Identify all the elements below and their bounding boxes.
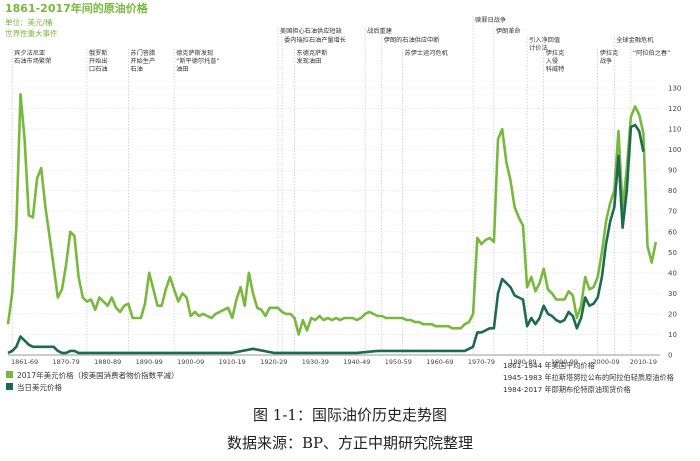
event-label: 石油市场繁荣 (14, 57, 51, 65)
y-tick-label: 120 (668, 105, 681, 113)
event-label: 全球金融危机 (616, 36, 654, 44)
event-label: 伊朗革命 (496, 27, 521, 35)
y-tick-label: 40 (668, 269, 677, 277)
note-2: 1945-1983 年拉斯塔努拉公布的阿拉伯轻质原油价格 (503, 373, 675, 382)
x-axis: 1861-69 1870-79 1880-89 1890-99 1900-09 1910-… (8, 354, 660, 366)
event-label: “斯平德尔托普” (176, 57, 220, 65)
event-label: 德克萨斯发现 (176, 49, 213, 57)
series-layer (6, 92, 658, 355)
y-tick-label: 110 (668, 126, 681, 134)
chart-unit-label: 单位：美元/桶 (5, 17, 53, 27)
event-label: 开始出 (89, 57, 108, 65)
y-axis: 0 10 20 30 40 50 60 70 80 90 100 110 120 130 (668, 85, 681, 360)
note-3: 1984-2017 年即期布伦特原油现货价格 (503, 385, 632, 394)
legend: 2017年美元价格（按美国消费者物价指数平减） 当日美元价格 (6, 370, 179, 392)
chart-title: 1861-2017年间的原油价格 (5, 1, 149, 15)
series-line-nominal-price (7, 123, 645, 355)
figure-source: 数据来源：BP、方正中期研究院整理 (226, 434, 474, 452)
y-tick-label: 60 (668, 228, 677, 236)
x-tick-label: 1910-19 (219, 358, 246, 366)
event-label: 口石油 (89, 65, 108, 73)
event-label: 入侵 (546, 57, 558, 65)
x-tick-label: 1880-89 (94, 358, 121, 366)
note-1: 1861-1944 年美国平均价格 (503, 361, 596, 370)
event-label: 战争 (600, 57, 612, 65)
y-tick-label: 30 (668, 290, 677, 298)
y-tick-label: 0 (668, 352, 672, 360)
event-label: 委内瑞拉石油产量增长 (284, 36, 346, 44)
y-tick-label: 10 (668, 331, 677, 339)
event-label: 计价法 (529, 44, 548, 52)
x-tick-label: 1970-79 (468, 358, 495, 366)
x-tick-label: 1890-99 (136, 358, 163, 366)
event-label: 美国担心石油供应短缺 (280, 27, 342, 35)
event-label: “阿拉伯之春” (633, 49, 670, 57)
event-label: 苏伊士运河危机 (405, 49, 449, 57)
x-tick-label: 1900-09 (177, 358, 204, 366)
x-tick-label: 1920-29 (260, 358, 287, 366)
x-tick-label: 1960-69 (426, 358, 453, 366)
event-label: 科威特 (546, 65, 565, 73)
legend-swatch-nominal (6, 383, 13, 390)
event-label: 伊拉克 (546, 49, 565, 57)
event-label: 开始生产 (130, 57, 155, 65)
x-tick-label: 2000-09 (592, 358, 619, 366)
event-label: 发现油田 (297, 57, 322, 65)
y-tick-label: 100 (668, 146, 681, 154)
legend-label-real: 2017年美元价格（按美国消费者物价指数平减） (17, 370, 179, 380)
event-label: 苏门答腊 (130, 49, 155, 57)
x-tick-label: 1930-39 (302, 358, 329, 366)
event-label: 战后重建 (367, 27, 392, 35)
y-tick-label: 90 (668, 167, 677, 175)
x-tick-label: 1990-99 (551, 358, 578, 366)
y-tick-label: 50 (668, 249, 677, 257)
y-tick-label: 70 (668, 208, 677, 216)
x-tick-label: 1861-69 (11, 358, 38, 366)
event-label: 东德克萨斯 (297, 49, 328, 57)
legend-label-nominal: 当日美元价格 (17, 382, 62, 392)
event-label: 宾夕法尼亚 (14, 49, 45, 57)
y-tick-label: 80 (668, 187, 677, 195)
event-label: 油田 (176, 65, 188, 73)
legend-swatch-real (6, 371, 13, 378)
source-notes: 1861-1944 年美国平均价格 1945-1983 年拉斯塔努拉公布的阿拉伯… (503, 361, 675, 394)
series-line-real-price (6, 92, 658, 336)
event-label: 引入净回值 (529, 36, 560, 44)
x-tick-label: 1950-59 (385, 358, 412, 366)
x-tick-label: 1980-89 (509, 358, 536, 366)
event-label: 伊朗的石油供应中断 (384, 36, 440, 44)
event-label: 伊拉克 (600, 49, 619, 57)
x-tick-label: 2010-19 (630, 358, 657, 366)
y-tick-label: 130 (668, 85, 681, 93)
chart-events-heading: 世界性重大事件 (5, 28, 58, 38)
event-label: 俄罗斯 (89, 49, 108, 57)
y-tick-label: 20 (668, 310, 677, 318)
event-label: 赎罪日战争 (475, 16, 506, 24)
x-tick-label: 1940-49 (343, 358, 370, 366)
y-grid (8, 87, 660, 356)
x-tick-label: 1870-79 (53, 358, 80, 366)
figure-caption: 图 1-1：国际油价历史走势图 (253, 406, 447, 424)
event-label: 石油 (130, 65, 142, 73)
